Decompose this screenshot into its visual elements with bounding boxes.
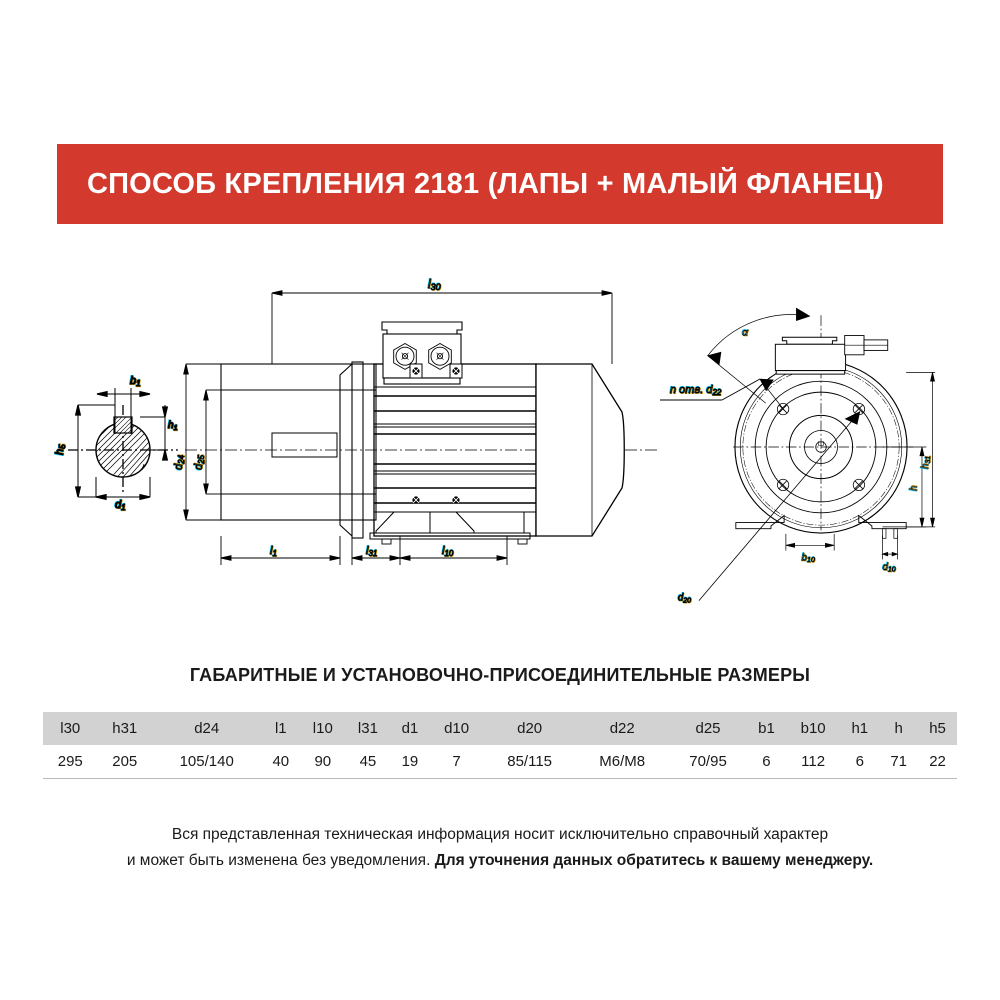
svg-text:h5: h5 [54,444,67,455]
svg-text:d25: d25 [193,454,206,470]
svg-text:d1: d1 [115,499,126,512]
svg-text:l31: l31 [366,545,377,558]
svg-text:b10: b10 [802,552,815,564]
svg-text:l10: l10 [442,545,454,558]
svg-text:n отв. d22: n отв. d22 [670,384,722,397]
svg-text:d24: d24 [173,454,186,470]
svg-text:d10: d10 [882,562,895,574]
svg-text:h1: h1 [168,420,178,432]
svg-text:h: h [909,486,920,491]
svg-text:l30: l30 [428,277,441,292]
svg-text:α: α [742,326,749,338]
svg-text:l1: l1 [270,545,277,558]
svg-text:d20: d20 [678,593,691,605]
svg-text:b1: b1 [130,375,141,388]
